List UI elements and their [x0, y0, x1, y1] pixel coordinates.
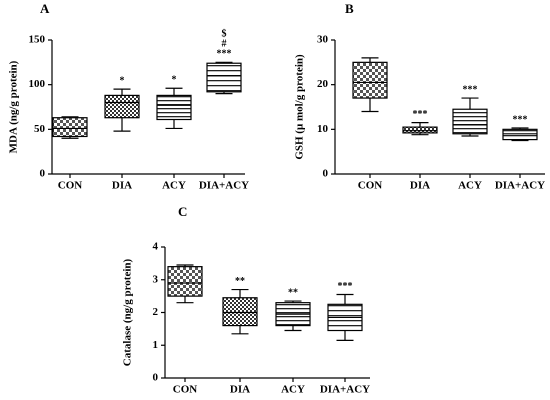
box	[167, 266, 203, 297]
box	[502, 128, 538, 141]
box	[452, 108, 488, 135]
x-tick-label: DIA+ACY	[320, 384, 370, 396]
y-tick-label: 20	[317, 78, 329, 90]
x-tick-label: DIA+ACY	[199, 180, 249, 192]
x-tick-label: CON	[173, 384, 198, 396]
x-tick-label: ACY	[281, 384, 305, 396]
box	[52, 117, 88, 138]
y-tick-label: 0	[40, 168, 46, 180]
y-tick-label: 1	[153, 339, 159, 351]
box	[222, 297, 258, 327]
y-axis-label: Catalase (ng/g protein)	[122, 258, 134, 366]
significance: *	[120, 75, 125, 86]
significance: *	[172, 75, 177, 86]
significance: ***	[463, 84, 478, 95]
x-tick-label: CON	[358, 180, 383, 192]
significance: **	[288, 287, 298, 298]
y-axis-label: MDA (ng/g protein)	[8, 60, 20, 153]
significance: $	[222, 29, 227, 40]
significance: ***	[513, 114, 528, 125]
x-tick-label: DIA	[410, 180, 430, 192]
panel-label: C	[178, 204, 187, 219]
y-axis-label: GSH (μ mol/g protein)	[294, 54, 306, 160]
y-tick-label: 50	[34, 123, 46, 135]
box	[402, 126, 438, 134]
box	[206, 62, 242, 93]
y-tick-label: 2	[153, 306, 159, 318]
panel-label: A	[40, 1, 50, 16]
y-tick-label: 10	[317, 123, 329, 135]
x-tick-label: DIA+ACY	[495, 180, 545, 192]
box	[352, 61, 388, 99]
significance: **	[235, 276, 245, 287]
x-tick-label: CON	[58, 180, 83, 192]
y-tick-label: 100	[29, 78, 46, 90]
y-tick-label: 3	[153, 273, 159, 285]
significance: ***	[217, 49, 232, 60]
y-tick-label: 0	[323, 168, 329, 180]
box	[156, 94, 192, 121]
x-tick-label: DIA	[230, 384, 250, 396]
x-tick-label: ACY	[162, 180, 186, 192]
x-tick-label: ACY	[458, 180, 482, 192]
y-tick-label: 4	[153, 241, 159, 253]
significance: #	[222, 39, 227, 50]
x-tick-label: DIA	[112, 180, 132, 192]
significance: ***	[413, 109, 428, 120]
y-tick-label: 0	[153, 372, 159, 384]
y-tick-label: 30	[317, 34, 329, 46]
significance: ***	[338, 281, 353, 292]
panel-label: B	[345, 1, 354, 16]
y-tick-label: 150	[29, 34, 46, 46]
box	[104, 94, 140, 119]
